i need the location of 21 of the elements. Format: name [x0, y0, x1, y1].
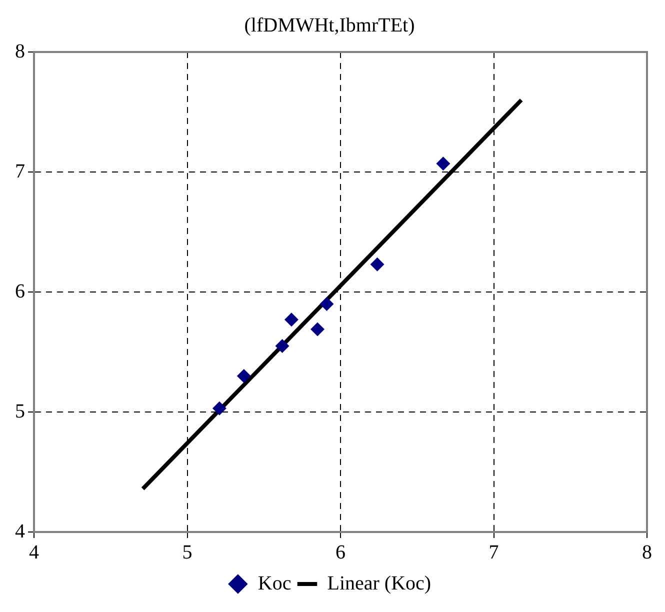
- y-tick-label: 4: [15, 520, 25, 542]
- point: [310, 322, 325, 336]
- legend-label: Koc: [258, 572, 292, 594]
- point: [236, 369, 251, 383]
- x-tick-label: 5: [182, 541, 192, 564]
- x-tick-label: 8: [642, 541, 652, 564]
- y-tick-label: 7: [15, 160, 25, 182]
- y-tick-label: 8: [15, 40, 25, 62]
- y-tick-label: 6: [15, 280, 25, 302]
- point: [212, 401, 226, 416]
- legend-label: Linear (Koc): [327, 572, 432, 594]
- point: [275, 339, 290, 353]
- point: [320, 297, 334, 311]
- point: [436, 156, 450, 171]
- x-tick-label: 4: [29, 541, 39, 564]
- point: [284, 312, 298, 327]
- y-tick-label: 5: [15, 400, 25, 422]
- chart-title: (lfDMWHt,IbmrTEt): [244, 14, 415, 36]
- x-tick-label: 6: [336, 541, 346, 564]
- point: [370, 257, 384, 272]
- x-tick-label: 7: [488, 541, 499, 564]
